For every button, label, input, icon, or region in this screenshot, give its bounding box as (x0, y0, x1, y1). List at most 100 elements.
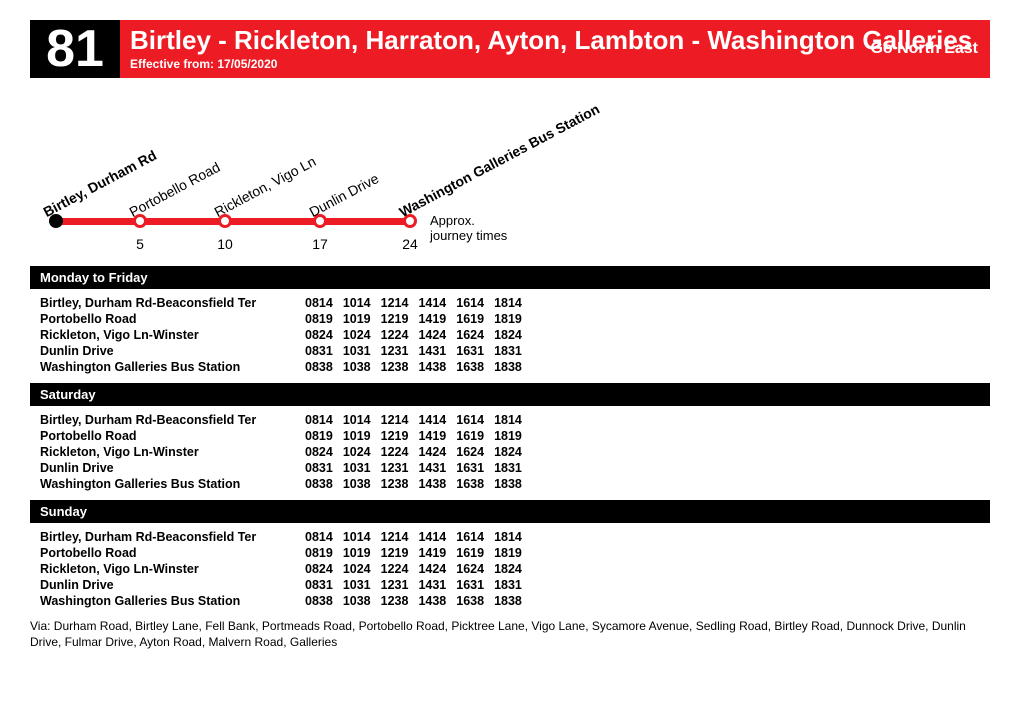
time-cell: 1414 (418, 295, 456, 311)
time-cell: 1614 (456, 295, 494, 311)
table-row: Birtley, Durham Rd-Beaconsfield Ter08141… (40, 529, 532, 545)
table-row: Birtley, Durham Rd-Beaconsfield Ter08141… (40, 295, 532, 311)
time-cell: 0831 (305, 343, 343, 359)
time-cell: 1038 (343, 593, 381, 609)
operator-name: Go North East (870, 40, 978, 58)
time-cell: 1024 (343, 561, 381, 577)
stop-name-cell: Washington Galleries Bus Station (40, 476, 305, 492)
stop-name-cell: Rickleton, Vigo Ln-Winster (40, 327, 305, 343)
route-title: Birtley - Rickleton, Harraton, Ayton, La… (130, 27, 980, 53)
time-cell: 0824 (305, 444, 343, 460)
table-row: Birtley, Durham Rd-Beaconsfield Ter0814 1… (40, 412, 532, 428)
time-cell: 1431 (418, 460, 456, 476)
time-cell: 1038 (343, 359, 381, 375)
route-stop-label: Rickleton, Vigo Ln (211, 153, 318, 220)
stop-name-cell: Washington Galleries Bus Station (40, 593, 305, 609)
time-cell: 1819 (494, 545, 532, 561)
time-cell: 0824 (305, 327, 343, 343)
route-stop-label: Dunlin Drive (306, 170, 381, 220)
stop-name-cell: Dunlin Drive (40, 343, 305, 359)
time-cell: 0838 (305, 359, 343, 375)
time-cell: 1814 (494, 412, 532, 428)
time-cell: 1231 (381, 577, 419, 593)
time-cell: 1019 (343, 428, 381, 444)
time-cell: 1019 (343, 311, 381, 327)
route-line (56, 218, 410, 225)
time-cell: 1619 (456, 428, 494, 444)
time-cell: 1031 (343, 343, 381, 359)
table-row: Portobello Road081910191219141916191819 (40, 311, 532, 327)
stop-name-cell: Rickleton, Vigo Ln-Winster (40, 561, 305, 577)
time-cell: 1424 (418, 561, 456, 577)
time-cell: 1424 (418, 327, 456, 343)
table-row: Portobello Road081910191219141916191819 (40, 545, 532, 561)
table-row: Rickleton, Vigo Ln-Winster08241024122414… (40, 327, 532, 343)
time-cell: 1031 (343, 577, 381, 593)
time-cell: 1838 (494, 476, 532, 492)
time-cell: 1624 (456, 444, 494, 460)
time-cell: 0814 (305, 412, 343, 428)
table-row: Dunlin Drive083110311231143116311831 (40, 343, 532, 359)
stop-name-cell: Washington Galleries Bus Station (40, 359, 305, 375)
time-cell: 1414 (418, 529, 456, 545)
section-title: Sunday (30, 500, 990, 523)
stop-name-cell: Birtley, Durham Rd-Beaconsfield Ter (40, 412, 305, 428)
time-cell: 1819 (494, 428, 532, 444)
time-cell: 1224 (381, 327, 419, 343)
header: 81 Birtley - Rickleton, Harraton, Ayton,… (30, 20, 990, 78)
time-cell: 1431 (418, 577, 456, 593)
time-cell: 1624 (456, 561, 494, 577)
timetable: Birtley, Durham Rd-Beaconsfield Ter08141… (40, 295, 532, 375)
time-cell: 1819 (494, 311, 532, 327)
time-cell: 1438 (418, 476, 456, 492)
section-title: Monday to Friday (30, 266, 990, 289)
table-row: Washington Galleries Bus Station08381038… (40, 476, 532, 492)
time-cell: 1031 (343, 460, 381, 476)
time-cell: 1014 (343, 295, 381, 311)
timetable-sections: Monday to Friday Birtley, Durham Rd-Beaco… (30, 266, 990, 609)
section-title: Saturday (30, 383, 990, 406)
time-cell: 1814 (494, 529, 532, 545)
time-cell: 1438 (418, 593, 456, 609)
time-cell: 0819 (305, 428, 343, 444)
time-cell: 1631 (456, 577, 494, 593)
time-cell: 1638 (456, 593, 494, 609)
route-stop-label: Washington Galleries Bus Station (396, 101, 602, 220)
time-cell: 1224 (381, 561, 419, 577)
route-diagram: Birtley, Durham RdPortobello Road5Rickle… (30, 88, 990, 258)
time-cell: 1024 (343, 327, 381, 343)
stop-name-cell: Rickleton, Vigo Ln-Winster (40, 444, 305, 460)
time-cell: 0814 (305, 295, 343, 311)
table-row: Rickleton, Vigo Ln-Winster08241024122414… (40, 444, 532, 460)
time-cell: 1831 (494, 343, 532, 359)
table-row: Dunlin Drive083110311231143116311831 (40, 577, 532, 593)
time-cell: 1231 (381, 460, 419, 476)
time-cell: 1619 (456, 311, 494, 327)
time-cell: 1019 (343, 545, 381, 561)
time-cell: 1419 (418, 428, 456, 444)
time-cell: 1214 (381, 295, 419, 311)
stop-name-cell: Birtley, Durham Rd-Beaconsfield Ter (40, 529, 305, 545)
time-cell: 1438 (418, 359, 456, 375)
time-cell: 1838 (494, 359, 532, 375)
journey-label-line: Approx. (430, 213, 475, 228)
time-cell: 0838 (305, 476, 343, 492)
time-cell: 1631 (456, 343, 494, 359)
time-cell: 1631 (456, 460, 494, 476)
time-cell: 1024 (343, 444, 381, 460)
route-journey-time: 5 (136, 236, 144, 252)
stop-name-cell: Dunlin Drive (40, 460, 305, 476)
time-cell: 1424 (418, 444, 456, 460)
time-cell: 0831 (305, 577, 343, 593)
route-journey-time: 17 (312, 236, 328, 252)
time-cell: 1824 (494, 444, 532, 460)
time-cell: 1831 (494, 460, 532, 476)
time-cell: 0831 (305, 460, 343, 476)
time-cell: 1614 (456, 529, 494, 545)
time-cell: 1824 (494, 561, 532, 577)
time-cell: 0819 (305, 311, 343, 327)
time-cell: 1238 (381, 593, 419, 609)
time-cell: 1224 (381, 444, 419, 460)
time-cell: 1238 (381, 359, 419, 375)
time-cell: 1838 (494, 593, 532, 609)
